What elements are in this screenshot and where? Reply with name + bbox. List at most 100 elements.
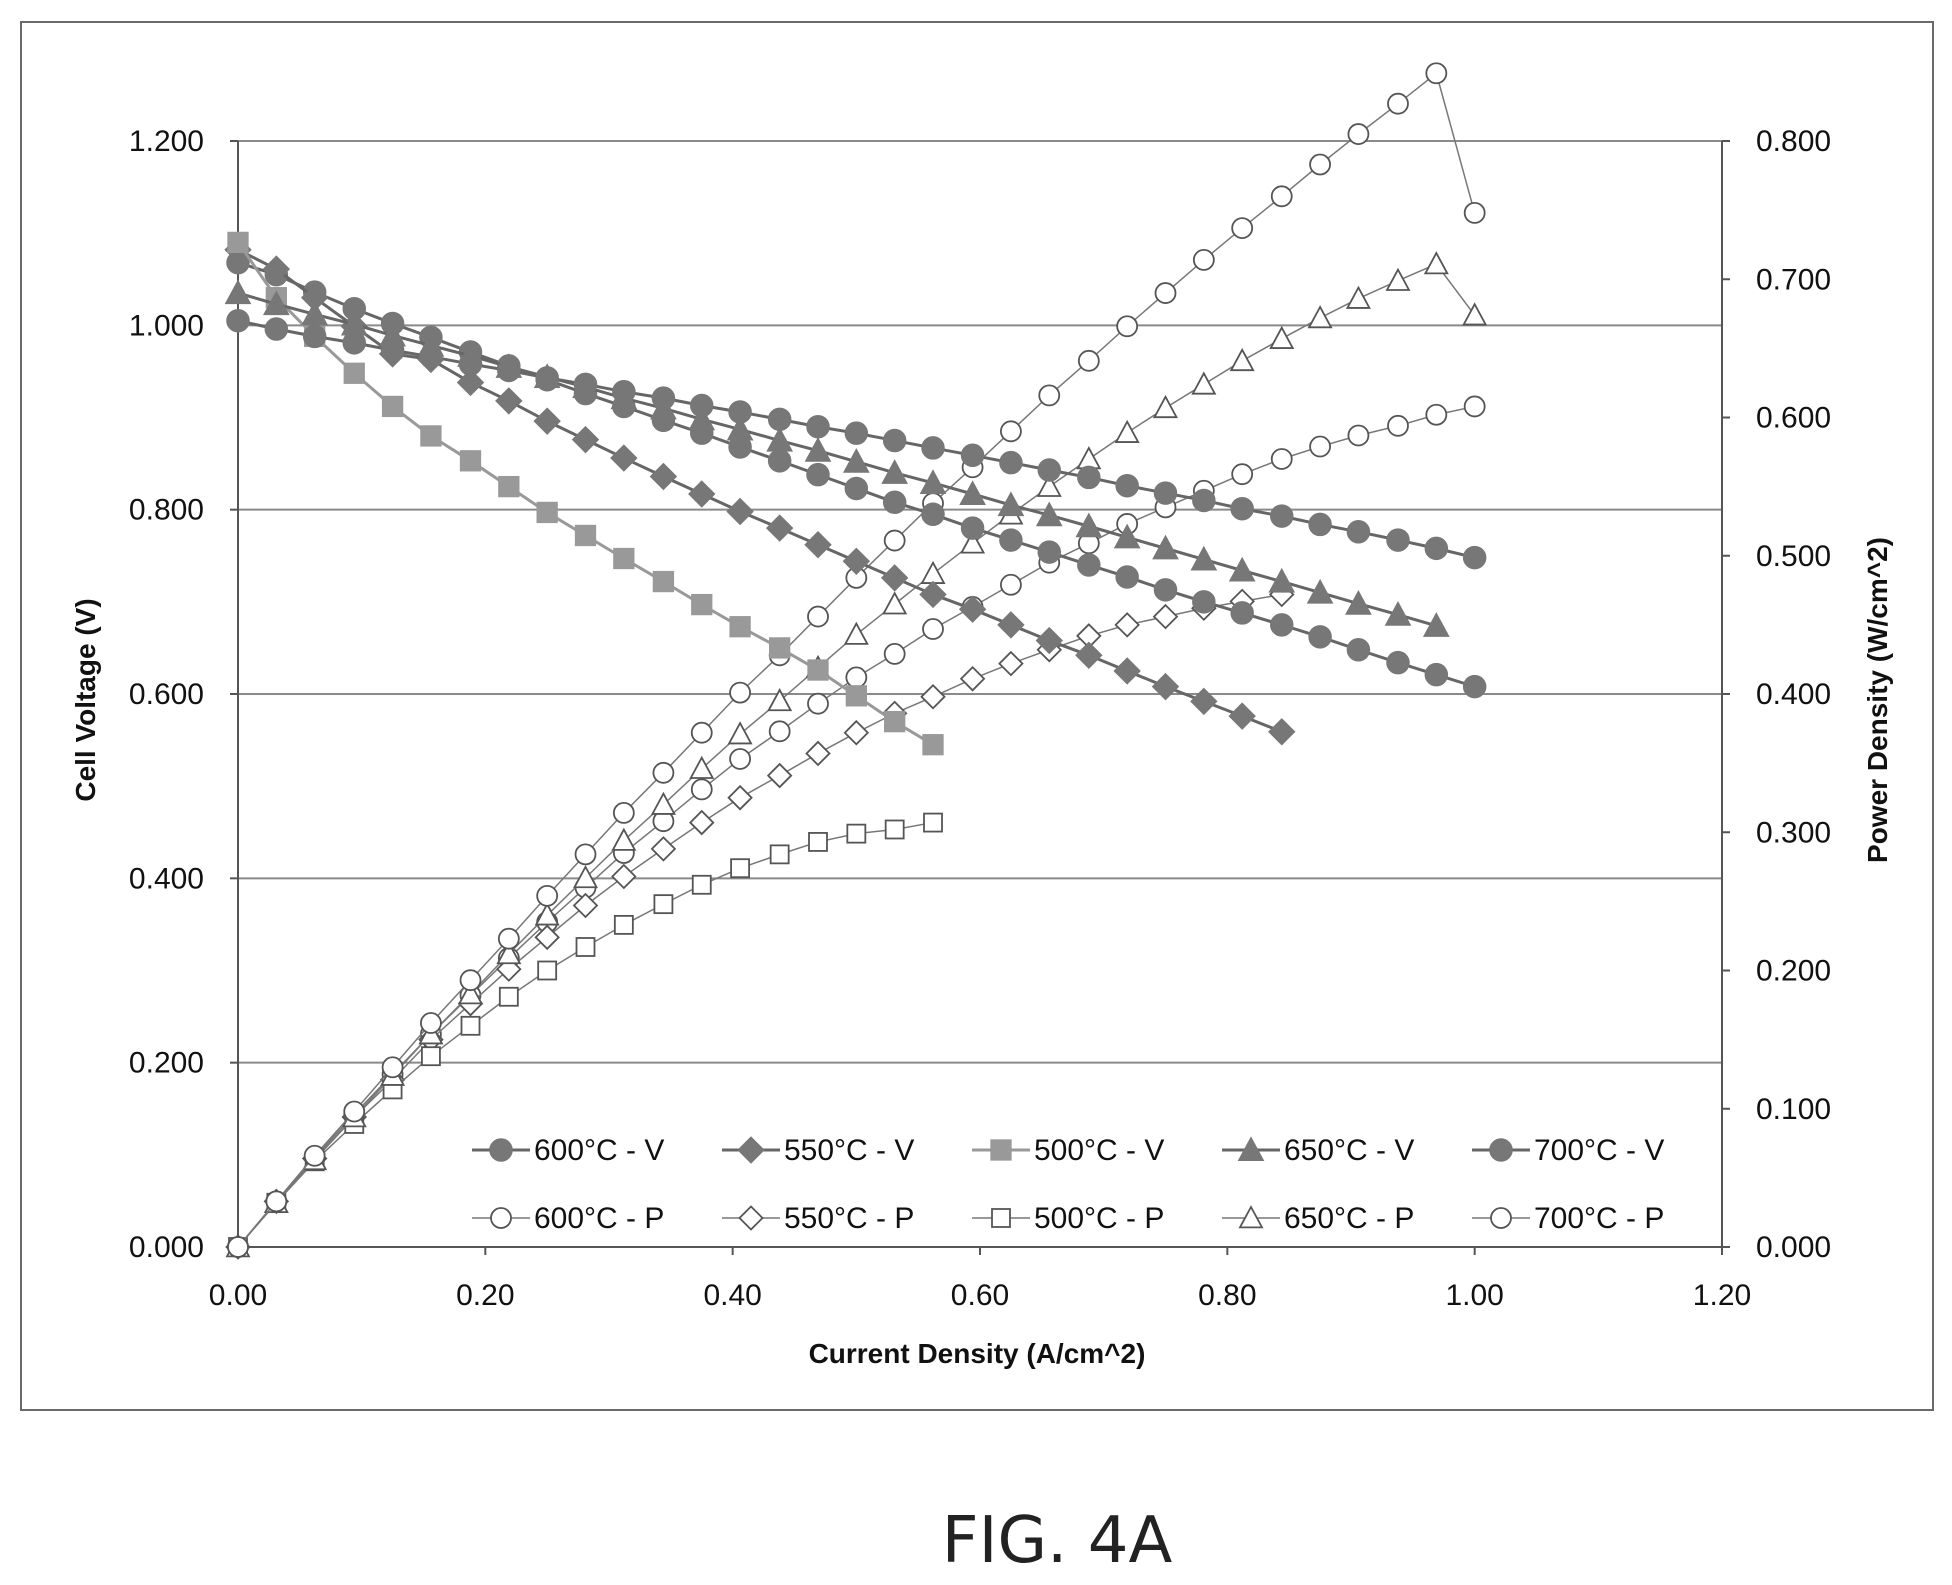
- data-point: [958, 595, 987, 623]
- data-point: [1309, 153, 1331, 176]
- data-point: [1191, 371, 1217, 395]
- data-point: [1229, 347, 1255, 372]
- data-point: [262, 255, 291, 283]
- data-point: [1115, 473, 1139, 498]
- legend-label: 600°C - V: [534, 1134, 664, 1167]
- data-point: [923, 812, 943, 833]
- data-point: [1463, 201, 1486, 224]
- data-point: [690, 721, 713, 744]
- data-point: [1269, 613, 1294, 637]
- legend-item: 700°C - P: [1472, 1202, 1664, 1235]
- data-point: [688, 809, 715, 836]
- axes: 0.0000.2000.4000.6000.8001.0001.2000.000…: [129, 125, 1831, 1312]
- data-point: [572, 892, 599, 919]
- data-point: [1035, 501, 1063, 527]
- data-point: [1462, 674, 1487, 699]
- data-series: [224, 62, 1488, 1260]
- data-point: [420, 1012, 442, 1034]
- y2-tick-label: 0.700: [1756, 263, 1831, 296]
- data-point: [650, 791, 676, 815]
- y2-tick-label: 0.300: [1756, 816, 1831, 849]
- data-point: [997, 611, 1025, 639]
- data-point: [882, 428, 907, 453]
- data-point: [653, 894, 674, 915]
- data-point: [496, 941, 522, 965]
- data-point: [536, 884, 559, 907]
- gridlines: [238, 140, 1722, 1064]
- data-point: [495, 387, 523, 415]
- data-point: [649, 462, 678, 491]
- data-point: [1347, 123, 1370, 145]
- x-tick-label: 0.60: [951, 1279, 1009, 1312]
- data-point: [460, 1015, 481, 1036]
- data-point: [688, 405, 716, 431]
- data-point: [1307, 305, 1333, 329]
- data-point: [769, 637, 791, 659]
- data-point: [1152, 603, 1179, 630]
- data-point: [652, 761, 675, 784]
- data-point: [691, 593, 713, 616]
- data-point: [959, 480, 986, 506]
- data-point: [766, 762, 793, 789]
- data-point: [882, 490, 907, 515]
- data-point: [652, 570, 675, 593]
- legend-item: 700°C - V: [1472, 1134, 1664, 1167]
- data-point: [804, 437, 832, 462]
- data-point: [845, 685, 867, 707]
- data-point: [729, 748, 751, 770]
- data-point: [343, 1100, 366, 1123]
- data-point: [1345, 589, 1372, 615]
- data-point: [380, 338, 405, 362]
- data-point: [922, 618, 944, 640]
- data-point: [922, 734, 944, 756]
- data-point: [611, 863, 637, 890]
- data-point: [689, 755, 715, 779]
- data-point: [1037, 540, 1062, 564]
- data-point: [1152, 534, 1179, 560]
- data-point: [843, 719, 870, 746]
- data-point: [1116, 315, 1139, 338]
- data-point: [882, 591, 908, 615]
- y2-tick-label: 0.800: [1756, 125, 1831, 158]
- data-point: [1425, 62, 1448, 85]
- data-point: [1462, 545, 1487, 570]
- data-point: [381, 395, 404, 418]
- data-point: [1387, 92, 1409, 115]
- data-point: [610, 444, 638, 472]
- data-point: [807, 605, 829, 628]
- data-point: [573, 372, 598, 397]
- data-point: [728, 400, 752, 424]
- data-point: [420, 425, 442, 447]
- data-point: [459, 450, 482, 472]
- data-point: [381, 1056, 404, 1079]
- data-point: [1268, 718, 1296, 746]
- data-point: [726, 415, 754, 441]
- data-point: [1231, 217, 1254, 239]
- data-point: [807, 659, 829, 681]
- data-point: [419, 344, 443, 369]
- legend-marker: [490, 1207, 512, 1229]
- data-point: [920, 683, 946, 710]
- legend-item: 500°C - P: [972, 1202, 1164, 1235]
- data-point: [691, 874, 712, 895]
- chart-frame: [20, 21, 1934, 1411]
- data-point: [458, 352, 483, 376]
- data-point: [1386, 528, 1410, 552]
- y2-tick-label: 0.100: [1756, 1093, 1831, 1126]
- data-point: [612, 379, 636, 404]
- data-point: [533, 407, 561, 435]
- legend-marker: [737, 1136, 765, 1164]
- legend-item: 550°C - V: [722, 1134, 914, 1167]
- data-point: [843, 621, 869, 645]
- x-tick-label: 1.00: [1445, 1279, 1503, 1312]
- data-point: [535, 366, 559, 390]
- x-axis-title: Current Density (A/cm^2): [809, 1338, 1146, 1369]
- data-point: [1075, 641, 1103, 670]
- data-point: [881, 459, 909, 484]
- y-tick-label: 0.600: [129, 678, 204, 711]
- data-point: [767, 449, 792, 473]
- y-tick-label: 0.000: [129, 1231, 204, 1264]
- data-point: [1345, 285, 1371, 309]
- legend-label: 550°C - P: [784, 1202, 914, 1235]
- data-point: [806, 414, 830, 439]
